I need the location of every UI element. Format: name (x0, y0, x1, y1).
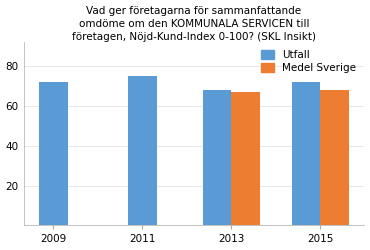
Bar (128, 76, 157, 226)
Bar (292, 82, 320, 226)
Bar (39, 82, 68, 226)
Bar (203, 90, 231, 226)
Title: Vad ger företagarna för sammanfattande
omdöme om den KOMMUNALA SERVICEN till
för: Vad ger företagarna för sammanfattande o… (72, 6, 316, 42)
Bar (231, 92, 260, 226)
Legend: Utfall, Medel Sverige: Utfall, Medel Sverige (258, 47, 359, 76)
Bar (320, 90, 349, 226)
